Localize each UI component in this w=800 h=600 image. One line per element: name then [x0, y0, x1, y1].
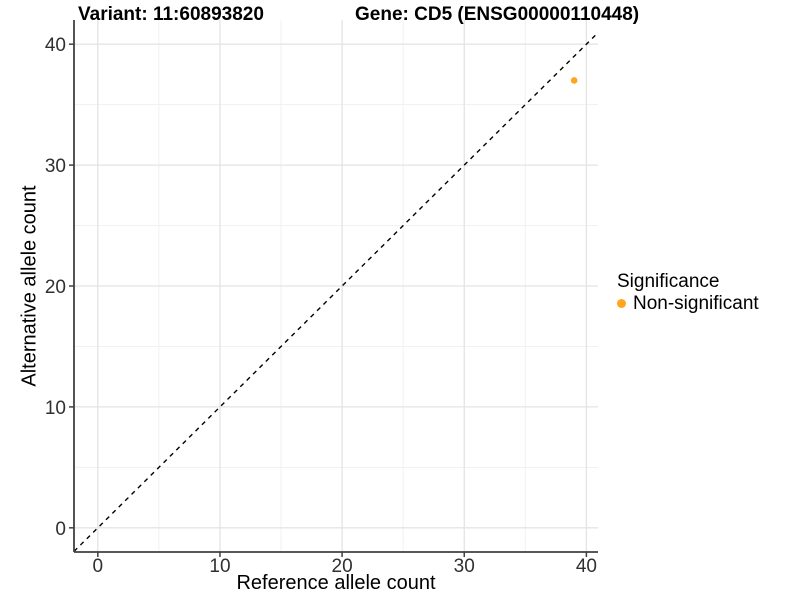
y-tick-label: 30: [45, 156, 66, 177]
legend-entry: Non-significant: [617, 293, 759, 314]
x-tick-label: 0: [93, 556, 104, 577]
x-tick-label: 10: [209, 556, 230, 577]
y-tick-label: 40: [45, 35, 66, 56]
plot-title-variant: Variant: 11:60893820: [78, 4, 264, 25]
plot-title-gene: Gene: CD5 (ENSG00000110448): [355, 4, 640, 25]
x-tick-label: 40: [576, 556, 597, 577]
legend: Significance Non-significant: [617, 271, 759, 314]
legend-point-icon: [617, 299, 626, 308]
data-point: [570, 77, 578, 84]
x-tick-label: 20: [332, 556, 353, 577]
identity-line: [73, 32, 599, 552]
y-tick-label: 10: [45, 398, 66, 419]
x-tick-label: 30: [454, 556, 475, 577]
legend-entry-label: Non-significant: [633, 292, 759, 314]
y-tick-label: 20: [45, 277, 66, 298]
y-tick-label: 0: [55, 519, 66, 540]
y-axis-title: Alternative allele count: [18, 185, 41, 387]
legend-title: Significance: [617, 271, 720, 292]
x-axis-title: Reference allele count: [236, 572, 436, 594]
